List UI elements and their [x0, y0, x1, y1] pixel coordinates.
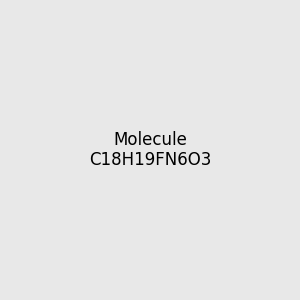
Text: Molecule
C18H19FN6O3: Molecule C18H19FN6O3: [89, 130, 211, 170]
